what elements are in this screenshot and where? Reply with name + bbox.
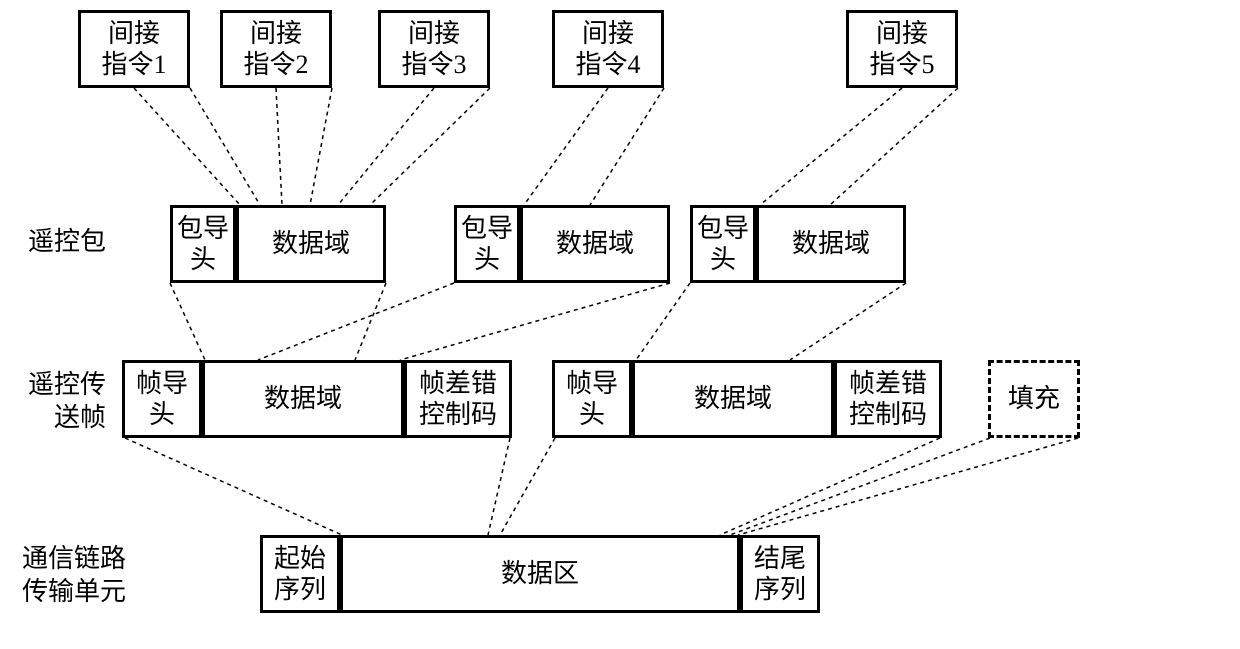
frm2_data: 数据域	[632, 360, 834, 438]
link_data: 数据区	[340, 535, 740, 613]
frm2_fec: 帧差错 控制码	[834, 360, 942, 438]
pkt3_data: 数据域	[756, 205, 906, 283]
cmd2: 间接 指令2	[220, 10, 332, 88]
row-label: 遥控传 送帧	[6, 369, 106, 434]
frm1_data: 数据域	[202, 360, 404, 438]
frm1_fec: 帧差错 控制码	[404, 360, 512, 438]
cmd5: 间接 指令5	[846, 10, 958, 88]
frm1_hdr: 帧导 头	[122, 360, 202, 438]
cmd1: 间接 指令1	[78, 10, 190, 88]
link_end: 结尾 序列	[740, 535, 820, 613]
link_start: 起始 序列	[260, 535, 340, 613]
pkt3_hdr: 包导 头	[690, 205, 756, 283]
row-label: 通信链路 传输单元	[6, 543, 126, 608]
pkt1_hdr: 包导 头	[170, 205, 236, 283]
pkt2_hdr: 包导 头	[454, 205, 520, 283]
row-label: 遥控包	[6, 226, 106, 259]
cmd3: 间接 指令3	[378, 10, 490, 88]
cmd4: 间接 指令4	[552, 10, 664, 88]
pkt2_data: 数据域	[520, 205, 670, 283]
padding: 填充	[988, 360, 1080, 438]
frm2_hdr: 帧导 头	[552, 360, 632, 438]
pkt1_data: 数据域	[236, 205, 386, 283]
